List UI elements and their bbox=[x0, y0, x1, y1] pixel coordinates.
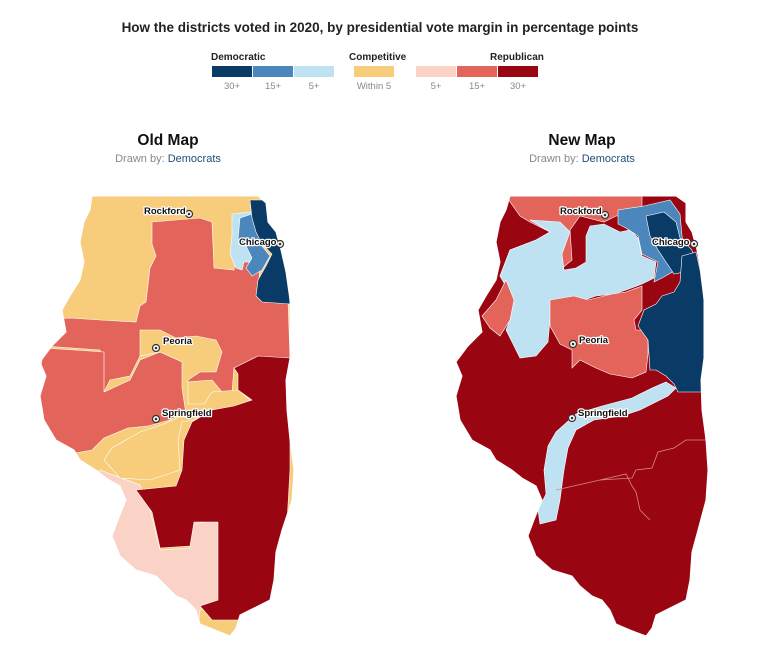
new-city-chicago-label: Chicago bbox=[652, 237, 690, 248]
legend-label-competitive: Within 5 bbox=[356, 81, 392, 92]
old-map-subtitle: Drawn by: Democrats bbox=[18, 153, 318, 165]
old-city-peoria-label: Peoria bbox=[163, 336, 193, 347]
new-map-drawn-by: Democrats bbox=[581, 153, 635, 165]
new-city-springfield-marker-center bbox=[570, 416, 574, 420]
new-district-border-south-2 bbox=[599, 473, 651, 521]
old-city-rockford-label: Rockford bbox=[144, 206, 186, 217]
legend-label-rep-30: 30+ bbox=[509, 81, 527, 92]
legend: Democratic Competitive Republican 30+ 15… bbox=[0, 52, 760, 102]
legend-label-rep-15: 15+ bbox=[468, 81, 486, 92]
new-city-springfield-label: Springfield bbox=[578, 408, 628, 419]
legend-swatch-dem-30 bbox=[212, 66, 252, 77]
old-city-rockford-marker-center bbox=[187, 212, 191, 216]
new-district-rep-15-central bbox=[549, 285, 649, 379]
chart-title: How the districts voted in 2020, by pres… bbox=[121, 20, 639, 35]
legend-label-rep-5: 5+ bbox=[430, 81, 442, 92]
legend-swatch-rep-15 bbox=[457, 66, 497, 77]
old-city-chicago-marker-center bbox=[278, 242, 282, 246]
legend-swatch-competitive bbox=[354, 66, 394, 77]
new-map-header: New Map Drawn by: Democrats bbox=[432, 132, 732, 165]
new-map-drawn-by-prefix: Drawn by: bbox=[529, 153, 579, 165]
legend-swatch-rep-5 bbox=[416, 66, 456, 77]
old-map-title: Old Map bbox=[137, 132, 199, 149]
legend-label-dem-5: 5+ bbox=[308, 81, 320, 92]
new-city-peoria: Peoria bbox=[568, 334, 610, 349]
legend-republican-label: Republican bbox=[490, 52, 544, 63]
old-map-state-outline bbox=[39, 195, 295, 637]
new-map-state-outline bbox=[455, 195, 709, 637]
old-map: Rockford Chicago Peoria Springfield bbox=[39, 195, 295, 637]
old-city-springfield-marker-center bbox=[154, 417, 158, 421]
new-map: Rockford Chicago Peoria Springfield bbox=[455, 195, 709, 637]
new-city-rockford-marker-center bbox=[603, 213, 607, 217]
new-city-chicago-marker-center bbox=[692, 242, 696, 246]
new-district-border-south-1 bbox=[555, 439, 706, 491]
old-map-header: Old Map Drawn by: Democrats bbox=[18, 132, 318, 165]
old-map-drawn-by: Democrats bbox=[167, 153, 221, 165]
old-city-peoria: Peoria bbox=[151, 335, 194, 353]
new-city-springfield: Springfield bbox=[567, 407, 629, 423]
new-city-peoria-label: Peoria bbox=[579, 335, 609, 346]
new-map-subtitle: Drawn by: Democrats bbox=[432, 153, 732, 165]
new-city-rockford: Rockford bbox=[559, 205, 610, 220]
legend-swatch-dem-15 bbox=[253, 66, 293, 77]
old-city-chicago: Chicago bbox=[238, 236, 285, 249]
legend-label-dem-15: 15+ bbox=[264, 81, 282, 92]
old-city-rockford: Rockford bbox=[143, 205, 194, 218]
legend-label-dem-30: 30+ bbox=[223, 81, 241, 92]
new-city-peoria-marker-center bbox=[571, 342, 575, 346]
old-map-drawn-by-prefix: Drawn by: bbox=[115, 153, 165, 165]
old-city-springfield-label: Springfield bbox=[162, 408, 212, 419]
old-city-peoria-marker-center bbox=[154, 346, 158, 350]
old-city-springfield: Springfield bbox=[151, 407, 213, 424]
new-city-rockford-label: Rockford bbox=[560, 206, 602, 217]
old-city-chicago-label: Chicago bbox=[239, 237, 277, 248]
legend-swatch-rep-30 bbox=[498, 66, 538, 77]
new-district-rep-15-northwest bbox=[481, 279, 515, 337]
legend-swatch-dem-5 bbox=[294, 66, 334, 77]
legend-competitive-label: Competitive bbox=[349, 52, 407, 63]
legend-democratic-label: Democratic bbox=[211, 52, 266, 63]
new-city-chicago: Chicago bbox=[651, 236, 699, 249]
old-district-competitive-central bbox=[103, 329, 251, 481]
new-map-title: New Map bbox=[548, 132, 616, 149]
